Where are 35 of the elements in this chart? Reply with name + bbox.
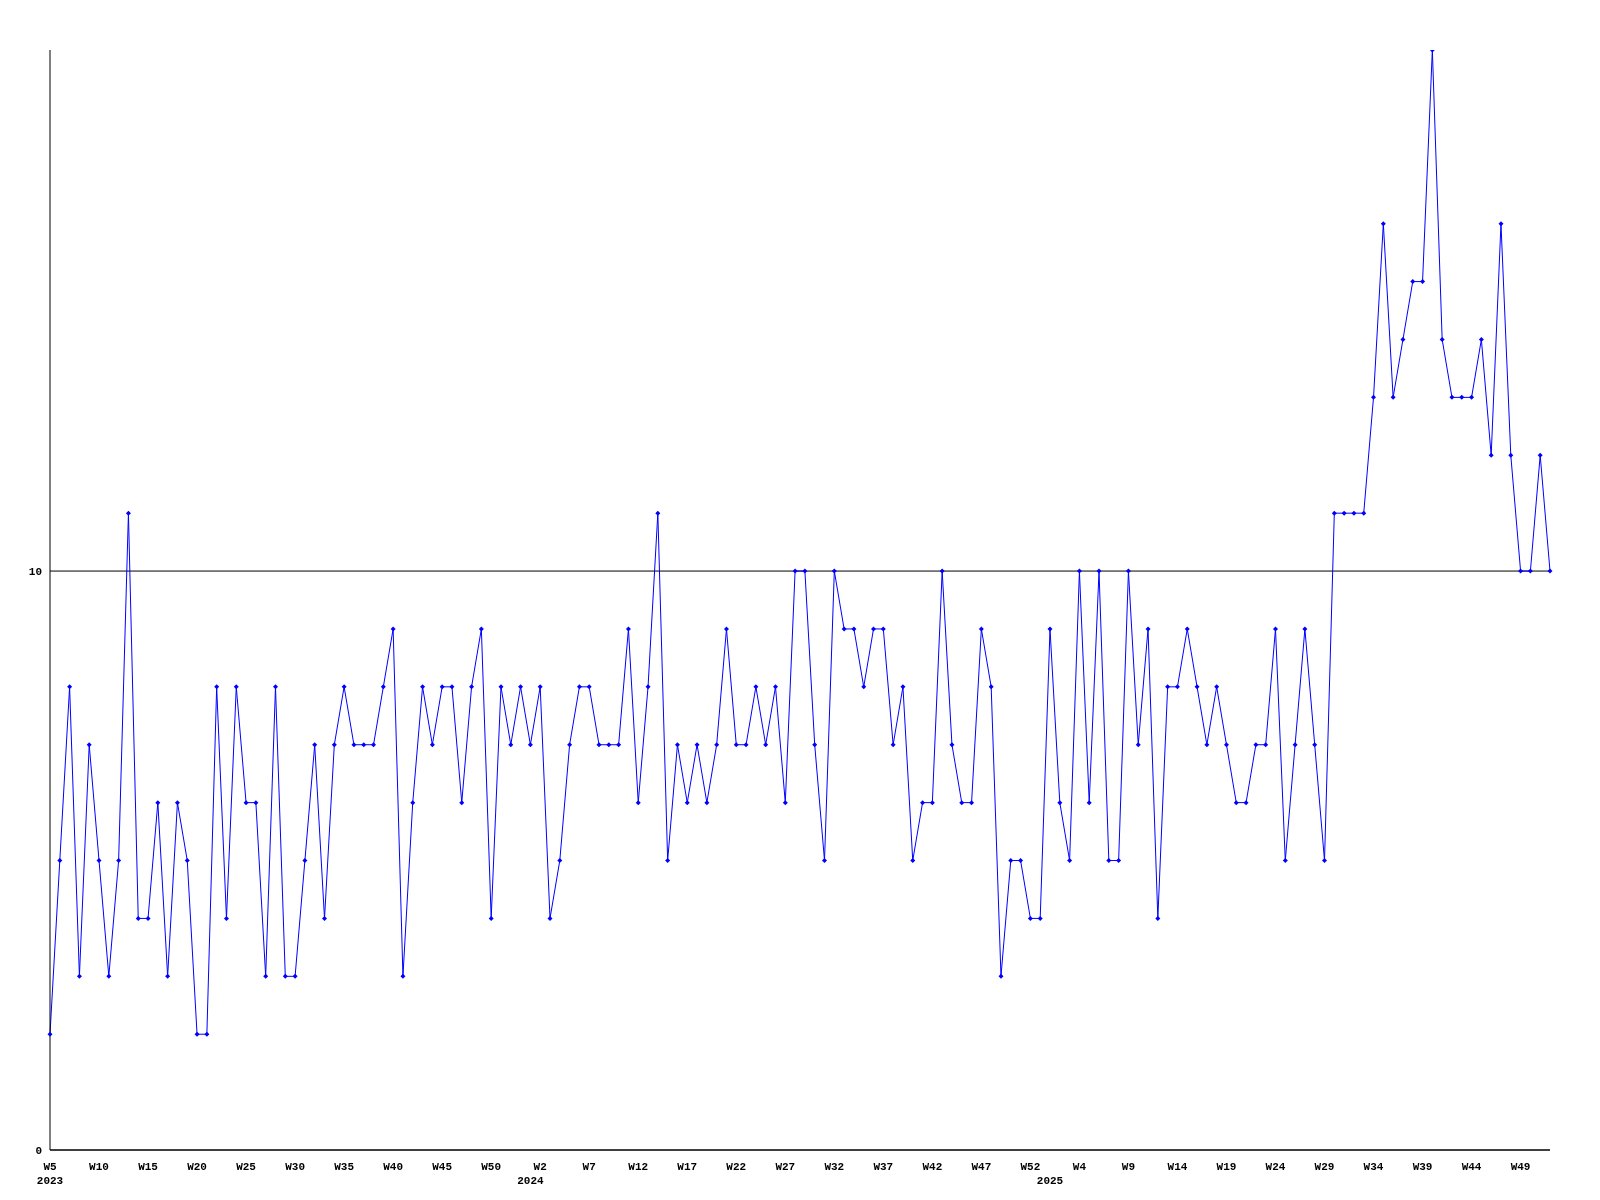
x-tick-label: W2 <box>533 1161 547 1173</box>
x-tick-label: W29 <box>1314 1161 1335 1173</box>
y-tick-label: 10 <box>28 565 42 578</box>
x-tick-label: W24 <box>1265 1161 1286 1173</box>
x-tick-label: W37 <box>873 1161 894 1173</box>
x-tick-label: W7 <box>582 1161 596 1173</box>
x-tick-label: W30 <box>285 1161 305 1173</box>
x-tick-label: W5 2023 <box>36 1161 64 1187</box>
x-tick-label: W50 <box>481 1161 502 1173</box>
x-tick-label: W32 <box>824 1161 845 1173</box>
x-tick-label: W14 <box>1167 1161 1188 1173</box>
x-tick-label: W35 <box>334 1161 355 1173</box>
x-tick-label: W44 <box>1461 1161 1482 1173</box>
x-tick-label: W45 <box>432 1161 453 1173</box>
x-tick-label: W40 <box>383 1161 404 1173</box>
x-tick-label: W19 <box>1216 1161 1237 1173</box>
x-tick-label: W49 <box>1510 1161 1531 1173</box>
x-tick-label: 2025 <box>1036 1175 1064 1187</box>
x-tick-label: W20 <box>187 1161 207 1173</box>
x-tick-label: W12 <box>628 1161 649 1173</box>
x-tick-label: W25 <box>236 1161 257 1173</box>
x-tick-label: W4 <box>1072 1161 1087 1173</box>
x-tick-label: W22 <box>726 1161 747 1173</box>
x-tick-label: W27 <box>775 1161 796 1173</box>
x-tick-label: W34 <box>1363 1161 1384 1173</box>
x-tick-label: W17 <box>677 1161 698 1173</box>
x-tick-label: W15 <box>138 1161 159 1173</box>
x-tick-label: W39 <box>1412 1161 1433 1173</box>
x-tick-label: 2024 <box>517 1175 544 1187</box>
x-tick-label: W42 <box>922 1161 943 1173</box>
x-tick-label: W10 <box>89 1161 109 1173</box>
x-tick-label: W47 <box>971 1161 992 1173</box>
y-tick-label: 0 <box>35 1144 42 1157</box>
x-tick-label: W9 <box>1121 1161 1136 1173</box>
x-tick-label: W52 <box>1020 1161 1041 1173</box>
